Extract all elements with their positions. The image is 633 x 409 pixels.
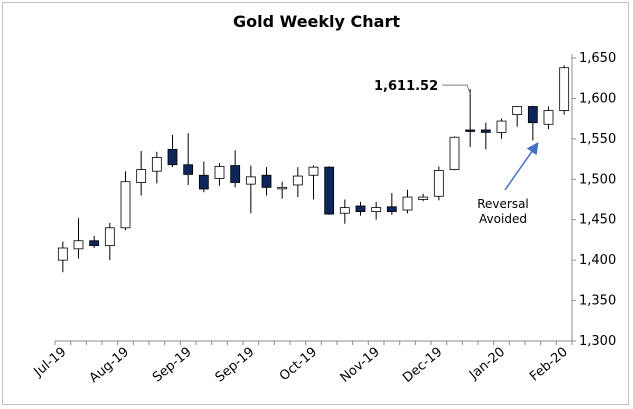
annotation-leader-line [442, 84, 471, 95]
candle-body [355, 205, 366, 213]
x-tick-label: Aug-19 [87, 345, 132, 386]
annotation-reversal-line2: Avoided [479, 212, 527, 226]
y-tick-label: 1,650 [579, 51, 616, 66]
annotation-arrow [504, 142, 539, 191]
candle-body [386, 206, 397, 213]
candle-body [339, 207, 350, 214]
candle-body [89, 240, 100, 246]
candle-body [167, 148, 178, 166]
chart-title: Gold Weekly Chart [232, 12, 400, 31]
x-tick-label: Jan-20 [466, 345, 508, 384]
candle-body [308, 166, 319, 176]
candle-body [480, 129, 491, 133]
y-tick-label: 1,550 [579, 132, 616, 147]
candle-body [496, 120, 507, 133]
candle-body [512, 106, 523, 115]
x-tick-label: Nov-19 [338, 345, 383, 386]
y-tick-label: 1,500 [579, 172, 616, 187]
candle-body [292, 175, 303, 186]
candle-body [151, 157, 162, 172]
annotation-peak-label: 1,611.52 [374, 79, 438, 94]
candle-body [418, 196, 429, 200]
candle-body [449, 136, 460, 170]
x-tick-label: Feb-20 [527, 345, 571, 385]
candle-body [527, 106, 538, 124]
candle-body [465, 129, 476, 132]
chart-frame [2, 2, 629, 405]
candle-body [198, 174, 209, 190]
candle-body [543, 110, 554, 125]
candle-body [120, 181, 131, 229]
x-tick-label: Sep-19 [213, 345, 258, 386]
candle-body [73, 240, 84, 250]
x-tick-label: Jul-19 [31, 345, 70, 381]
y-tick-label: 1,400 [579, 253, 616, 268]
y-tick-label: 1,300 [579, 334, 616, 349]
candle-body [214, 165, 225, 179]
candle-body [261, 174, 272, 188]
candle-body [559, 67, 570, 111]
candle-body [371, 207, 382, 213]
candle-body [277, 186, 288, 190]
candle-body [245, 176, 256, 185]
candle-body [57, 247, 68, 261]
y-tick-label: 1,450 [579, 213, 616, 228]
y-tick-label: 1,350 [579, 294, 616, 309]
candle-body [136, 169, 147, 183]
x-tick-label: Sep-19 [150, 345, 195, 386]
x-tick-label: Oct-19 [277, 345, 320, 385]
candle-body [183, 164, 194, 175]
annotation-reversal-line1: Reversal [477, 197, 529, 211]
candle-body [104, 227, 115, 246]
candle-body [433, 169, 444, 197]
candle-body [324, 166, 335, 215]
y-tick-label: 1,600 [579, 91, 616, 106]
candle-body [230, 165, 241, 183]
x-tick-label: Dec-19 [400, 345, 445, 386]
candle-body [402, 196, 413, 211]
